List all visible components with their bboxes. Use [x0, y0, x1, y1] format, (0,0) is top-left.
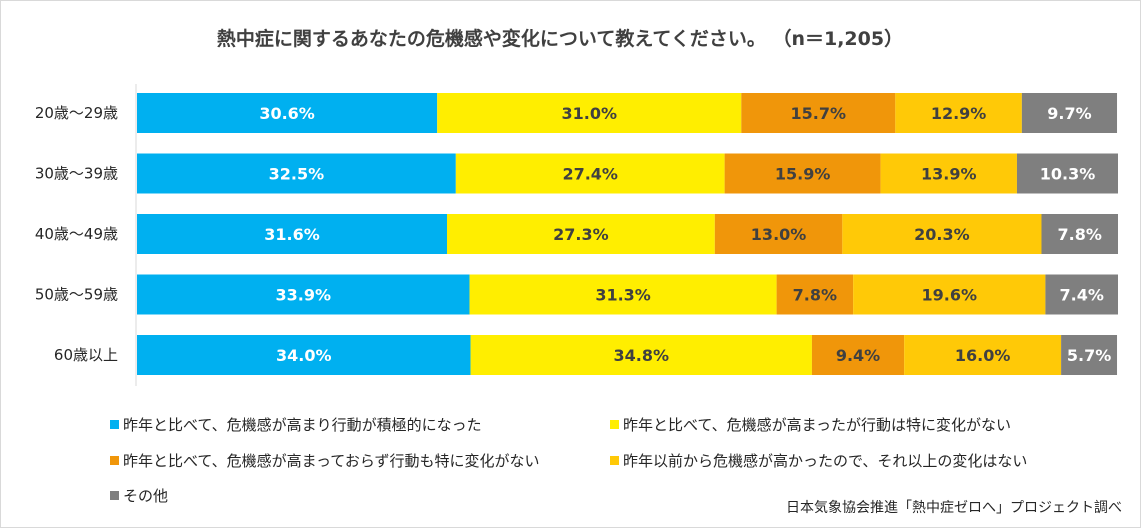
category-label: 30歳～39歳 — [35, 165, 118, 183]
data-label: 31.0% — [561, 104, 617, 123]
data-label: 27.3% — [553, 225, 609, 244]
bar-segment — [1016, 153, 1118, 194]
bar-segment — [904, 335, 1062, 375]
data-label: 31.3% — [595, 286, 651, 305]
bar-segment — [437, 93, 742, 133]
legend-label: 昨年と比べて、危機感が高まっておらず行動も特に変化がない — [123, 452, 540, 470]
data-label: 7.4% — [1060, 286, 1104, 305]
category-label: 60歳以上 — [54, 346, 118, 364]
source-note: 日本気象協会推進「熱中症ゼロへ」プロジェクト調べ — [786, 500, 1122, 516]
data-label: 12.9% — [931, 104, 987, 123]
data-label: 15.9% — [775, 165, 831, 184]
bar-segment — [714, 214, 843, 254]
legend-label: その他 — [123, 487, 168, 505]
bar-segment — [1041, 214, 1118, 254]
bar-segment — [853, 274, 1046, 315]
legend-swatch — [110, 491, 119, 500]
category-label: 20歳～29歳 — [35, 104, 118, 122]
legend: 昨年と比べて、危機感が高まり行動が積極的になった 昨年と比べて、危機感が高まったが… — [110, 416, 1027, 505]
bar-segment — [880, 153, 1017, 194]
bar-segment — [842, 214, 1042, 254]
data-label: 7.8% — [793, 286, 837, 305]
data-label: 32.5% — [269, 165, 325, 184]
data-label: 9.7% — [1047, 104, 1091, 123]
bar-segment — [895, 93, 1022, 133]
bar-segment — [724, 153, 881, 194]
data-label: 20.3% — [914, 225, 970, 244]
data-label: 13.0% — [751, 225, 807, 244]
bar-segment — [1021, 93, 1118, 133]
data-label: 10.3% — [1040, 165, 1096, 184]
category-label: 50歳～59歳 — [35, 286, 118, 304]
data-label: 19.6% — [922, 286, 978, 305]
category-labels: 20歳～29歳 30歳～39歳 40歳～49歳 50歳～59歳 60歳以上 — [35, 104, 118, 364]
bar-segment — [470, 335, 812, 375]
bar-segment — [776, 274, 854, 315]
data-label: 15.7% — [791, 104, 847, 123]
bar-segment — [137, 214, 447, 254]
data-label: 9.4% — [836, 346, 880, 365]
legend-swatch — [110, 456, 119, 465]
legend-label: 昨年以前から危機感が高かったので、それ以上の変化はない — [623, 452, 1027, 470]
data-label: 13.9% — [921, 165, 977, 184]
bar-segment — [137, 335, 471, 375]
legend-swatch — [610, 456, 619, 465]
category-label: 40歳～49歳 — [35, 225, 118, 243]
bar-area: 30.6% 31.0% 15.7% 12.9% 9.7% 32.5% 27.4% 15.9% 1… — [137, 93, 1118, 375]
data-label: 34.8% — [613, 346, 669, 365]
bar-segment — [1061, 335, 1118, 375]
bar-segment — [741, 93, 896, 133]
data-label: 34.0% — [276, 346, 332, 365]
bar-segment — [137, 153, 456, 194]
bar-segment — [447, 214, 715, 254]
bar-segment — [811, 335, 905, 375]
bar-segment — [137, 93, 438, 133]
chart-title: 熱中症に関するあなたの危機感や変化について教えてください。 （n＝1,205） — [217, 27, 903, 50]
data-label: 31.6% — [264, 225, 320, 244]
legend-label: 昨年と比べて、危機感が高まり行動が積極的になった — [123, 416, 482, 434]
legend-swatch — [610, 420, 619, 429]
bar-segment — [137, 274, 470, 315]
data-label: 16.0% — [955, 346, 1011, 365]
data-label: 5.7% — [1067, 346, 1111, 365]
bar-segment — [469, 274, 777, 315]
bar-segment — [1045, 274, 1118, 315]
bar-segment — [455, 153, 725, 194]
data-label: 33.9% — [276, 286, 332, 305]
legend-label: 昨年と比べて、危機感が高まったが行動は特に変化がない — [623, 416, 1011, 434]
legend-swatch — [110, 420, 119, 429]
data-label: 7.8% — [1058, 225, 1102, 244]
data-label: 30.6% — [259, 104, 315, 123]
data-label: 27.4% — [562, 165, 618, 184]
